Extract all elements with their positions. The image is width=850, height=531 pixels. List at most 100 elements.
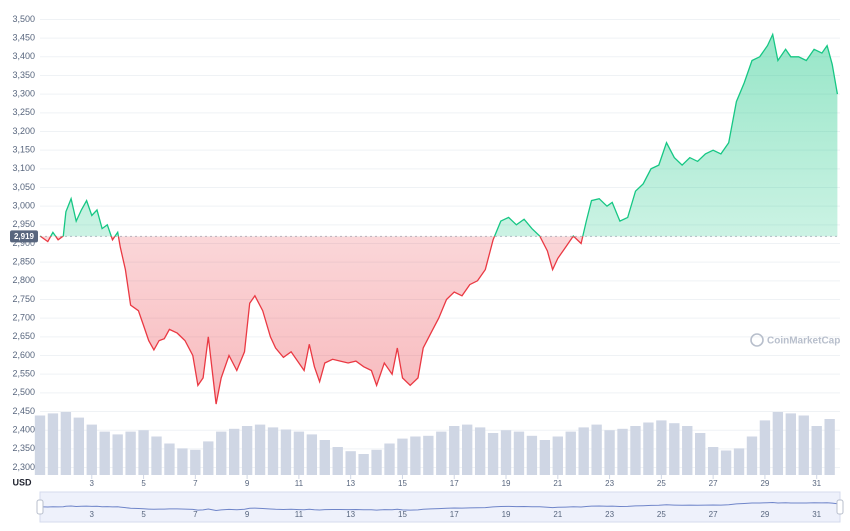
navigator-line [39, 501, 838, 512]
volume-bar [772, 412, 784, 475]
navigator-tick-label: 5 [141, 510, 146, 519]
x-tick-label: 29 [760, 479, 769, 488]
volume-bars [34, 412, 835, 475]
y-tick-label: 3,300 [12, 89, 35, 99]
price-line-down [39, 236, 584, 405]
y-tick-label: 2,600 [12, 350, 35, 360]
y-tick-label: 3,200 [12, 126, 35, 136]
y-tick-label: 3,250 [12, 107, 35, 117]
y-tick-label: 3,400 [12, 51, 35, 61]
volume-bar [578, 427, 589, 475]
volume-bar [811, 426, 822, 475]
volume-bar [513, 431, 525, 475]
y-tick-label: 3,150 [12, 145, 35, 155]
volume-bar [500, 430, 512, 475]
volume-bar [164, 443, 175, 475]
volume-bar [73, 417, 85, 475]
x-tick-label: 27 [709, 479, 718, 488]
navigator-tick-label: 19 [502, 510, 511, 519]
y-tick-label: 2,400 [12, 425, 35, 435]
y-tick-label: 2,700 [12, 313, 35, 323]
navigator-tick-label: 11 [295, 510, 304, 519]
y-tick-label: 3,500 [12, 14, 35, 24]
volume-bar [34, 415, 46, 475]
x-tick-label: 13 [346, 479, 355, 488]
volume-bar [177, 448, 188, 475]
y-tick-label: 2,500 [12, 387, 35, 397]
volume-bar [241, 426, 253, 475]
volume-bar [280, 429, 292, 475]
volume-bar [669, 423, 680, 475]
volume-bar [785, 413, 796, 475]
volume-bar [436, 431, 447, 475]
volume-bar [254, 424, 266, 475]
y-tick-label: 3,450 [12, 33, 35, 43]
volume-bar [228, 428, 240, 475]
volume-bar [487, 433, 499, 475]
volume-bar [47, 413, 59, 475]
volume-bar [539, 440, 551, 475]
volume-bar [720, 450, 732, 475]
navigator-tick-label: 31 [812, 510, 821, 519]
navigator-tick-label: 17 [450, 510, 459, 519]
volume-bar [682, 426, 693, 475]
x-tick-label: 25 [657, 479, 666, 488]
volume-bar [733, 448, 745, 475]
volume-bar [60, 412, 72, 475]
plot [39, 32, 840, 405]
navigator-tick-label: 21 [553, 510, 562, 519]
volume-bar [449, 426, 460, 475]
navigator-tick-label: 13 [346, 510, 355, 519]
y-tick-label: 2,550 [12, 369, 35, 379]
y-tick-label: 2,900 [12, 238, 35, 248]
y-tick-label: 3,050 [12, 182, 35, 192]
x-tick-label: 15 [398, 479, 407, 488]
volume-bar [656, 420, 667, 475]
volume-bar [604, 430, 615, 475]
x-tick-label: 23 [605, 479, 614, 488]
volume-bar [643, 422, 654, 475]
volume-bar [695, 433, 706, 475]
volume-bar [617, 428, 628, 475]
x-tick-label: 3 [90, 479, 95, 488]
x-tick-label: 7 [193, 479, 198, 488]
navigator-handle [836, 499, 844, 515]
volume-bar [371, 449, 382, 475]
y-tick-label: 2,350 [12, 443, 35, 453]
y-axis-unit: USD [12, 477, 32, 487]
volume-bar [112, 434, 123, 475]
volume-bar [798, 415, 809, 475]
volume-bar [423, 435, 434, 475]
x-tick-label: 31 [812, 479, 821, 488]
x-tick-label: 21 [553, 479, 562, 488]
y-tick-label: 3,000 [12, 201, 35, 211]
volume-bar [591, 424, 602, 475]
navigator[interactable] [39, 491, 841, 523]
x-tick-label: 17 [450, 479, 459, 488]
volume-bar [86, 424, 97, 475]
x-tick-label: 11 [295, 479, 304, 488]
volume-bar [125, 431, 136, 475]
y-tick-label: 2,300 [12, 462, 35, 472]
reference-label-box [10, 230, 38, 243]
volume-bar [462, 424, 473, 475]
volume-bar [474, 427, 486, 475]
price-line-up [39, 32, 839, 237]
navigator-tick-label: 7 [193, 510, 198, 519]
area-up [40, 34, 838, 237]
volume-bar [759, 420, 771, 475]
y-tick-label: 3,100 [12, 163, 35, 173]
volume-bar [410, 436, 421, 475]
navigator-tick-label: 25 [657, 510, 666, 519]
x-tick-label: 19 [502, 479, 511, 488]
navigator-tick-label: 3 [90, 510, 95, 519]
watermark-text: CoinMarketCap [767, 336, 840, 347]
x-tick-label: 5 [141, 479, 146, 488]
volume-bar [332, 447, 343, 475]
volume-bar [203, 441, 214, 475]
reference-label: 2,919 [14, 232, 35, 241]
volume-bar [746, 436, 758, 475]
volume-bar [707, 447, 719, 475]
volume-bar [824, 419, 835, 475]
